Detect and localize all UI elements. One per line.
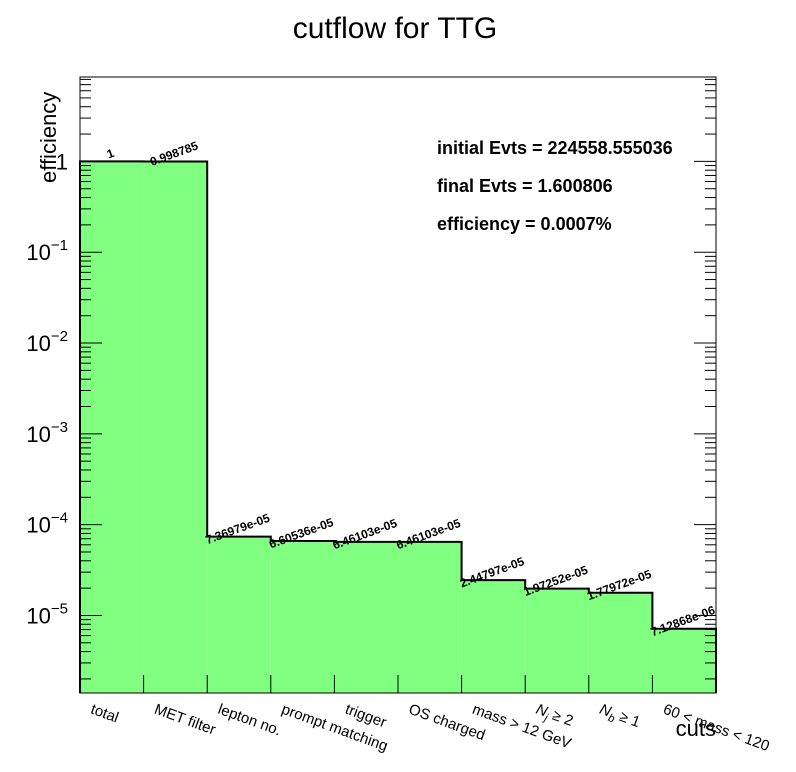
y-tick-label-0: 1 [56,149,68,174]
chart-title: cutflow for TTG [293,12,498,45]
bar-5 [398,541,462,693]
bar-6 [461,580,526,693]
bar-8 [588,592,653,693]
y-tick-label-3: 10−3 [26,419,68,447]
histogram-area [79,160,717,694]
y-tick-label-5: 10−5 [26,600,68,628]
x-axis-title: cuts [676,716,716,741]
x-category-label-2: lepton no. [216,701,284,740]
bar-1 [143,161,208,693]
y-tick-label-2: 10−2 [26,328,68,356]
bar-4 [334,541,398,693]
y-tick-label-4: 10−4 [26,510,68,538]
bar-0 [80,161,144,694]
final-events-text: final Evts = 1.600806 [437,176,613,196]
bar-3 [270,541,335,693]
bar-2 [207,536,271,693]
data-label-0: 1 [105,146,116,162]
bar-7 [525,588,589,693]
y-tick-label-1: 10−1 [26,237,68,265]
initial-events-text: initial Evts = 224558.555036 [437,138,673,158]
efficiency-text: efficiency = 0.0007% [437,214,612,234]
histogram-outline [79,160,717,693]
y-axis-title: efficiency [36,92,61,183]
x-category-label-1: MET filter [152,701,218,739]
x-category-label-8: Nb ≥ 1 [596,701,642,734]
x-category-label-0: total [88,701,120,727]
stats-box: initial Evts = 224558.555036 final Evts … [437,138,673,234]
bar-9 [652,628,716,693]
